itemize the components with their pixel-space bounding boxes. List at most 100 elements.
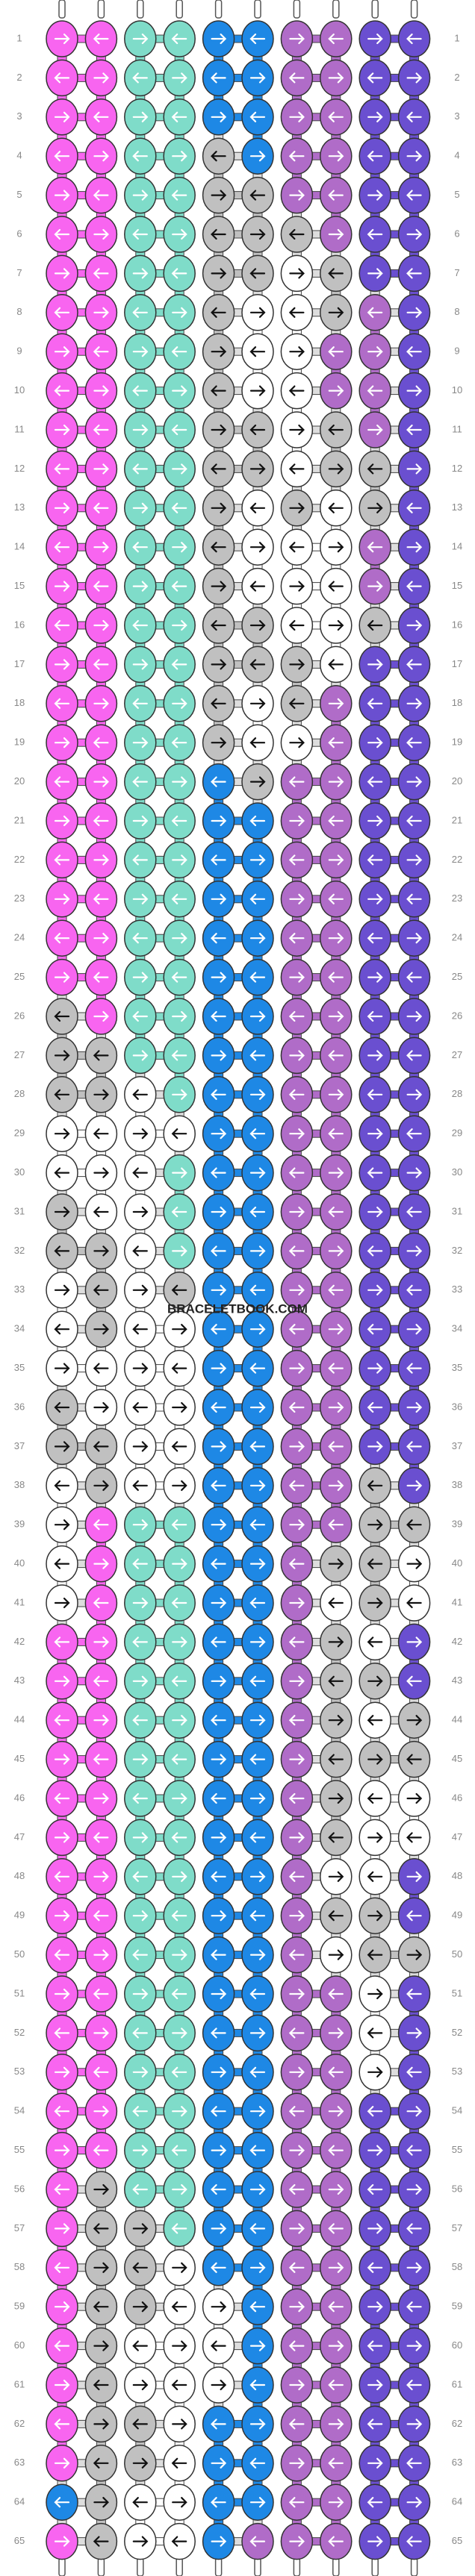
- knot-arrow: [93, 1284, 109, 1295]
- knot-arrow: [406, 1167, 423, 1178]
- knot-arrow: [367, 2223, 383, 2234]
- knot-arrow: [249, 346, 266, 357]
- knot-arrow: [171, 346, 187, 357]
- knot-arrow: [367, 737, 383, 748]
- knot-arrow: [132, 307, 148, 318]
- knot-arrow: [93, 1636, 109, 1648]
- knot-arrow: [288, 2028, 305, 2039]
- knot-arrow: [328, 2419, 344, 2430]
- knot-arrow: [367, 2497, 383, 2508]
- knot-arrow: [211, 815, 227, 827]
- knot-arrow: [367, 1675, 383, 1686]
- knot-arrow: [406, 2262, 423, 2273]
- knot-arrow: [328, 1715, 344, 1726]
- row-label: 47: [14, 1831, 25, 1842]
- row-label: 5: [454, 189, 459, 200]
- knot-arrow: [54, 854, 70, 866]
- knot-arrow: [328, 659, 344, 670]
- knot-arrow: [288, 1010, 305, 1022]
- knot-arrow: [367, 228, 383, 240]
- knot-arrow: [367, 1010, 383, 1022]
- row-label: 5: [16, 189, 22, 200]
- knot-arrow: [328, 1558, 344, 1569]
- knot-arrow: [132, 1324, 148, 1335]
- knot-arrow: [211, 542, 226, 553]
- knot-arrow: [328, 385, 344, 396]
- knot-arrow: [328, 581, 344, 592]
- knot-arrow: [406, 1480, 423, 1491]
- strand-end: [137, 0, 144, 19]
- knot-arrow: [406, 972, 422, 983]
- row-label: 13: [452, 501, 462, 513]
- row-label: 22: [452, 854, 462, 865]
- knot-arrow: [132, 385, 148, 396]
- knot-arrow: [211, 972, 227, 983]
- knot-arrow: [367, 542, 383, 553]
- knot-arrow: [54, 1089, 70, 1100]
- knot-arrow: [249, 1480, 266, 1491]
- knot-arrow: [328, 33, 344, 45]
- knot-arrow: [132, 619, 148, 631]
- knot-arrow: [288, 1558, 305, 1569]
- knot-arrow: [288, 2419, 305, 2430]
- knot-arrow: [132, 2106, 148, 2117]
- knot-arrow: [328, 737, 344, 748]
- knot-arrow: [132, 190, 149, 201]
- knot-arrow: [54, 111, 70, 122]
- knot-arrow: [289, 2379, 305, 2391]
- row-label: 43: [452, 1675, 462, 1686]
- row-label: 60: [14, 2339, 25, 2351]
- row-label: 49: [14, 1910, 25, 1921]
- knot-arrow: [328, 1480, 344, 1491]
- row-label: 41: [14, 1596, 25, 1607]
- knot-arrow: [288, 1324, 305, 1335]
- knot-arrow: [249, 1597, 266, 1609]
- knot-arrow: [406, 854, 423, 866]
- knot-arrow: [367, 1480, 383, 1491]
- knot-arrow: [288, 1245, 305, 1257]
- knot-arrow: [211, 2145, 227, 2156]
- knot-arrow: [367, 1167, 383, 1178]
- knot-arrow: [132, 268, 149, 279]
- row-label: 51: [452, 1987, 462, 1998]
- knot-arrow: [93, 619, 109, 631]
- knot-arrow: [211, 1010, 226, 1022]
- row-label: 3: [454, 110, 459, 122]
- knot-arrow: [249, 933, 266, 944]
- knot-arrow: [132, 2223, 149, 2234]
- knot-arrow: [289, 190, 305, 201]
- knot-arrow: [211, 1480, 226, 1491]
- knot-arrow: [328, 1949, 344, 1960]
- knot-arrow: [171, 1519, 187, 1531]
- knot-arrow: [288, 385, 305, 396]
- knot-arrow: [249, 72, 266, 84]
- row-label: 60: [452, 2339, 462, 2351]
- knot-arrow: [249, 542, 266, 553]
- row-label: 33: [452, 1284, 462, 1295]
- knot-arrow: [406, 346, 422, 357]
- knot-arrow: [172, 2183, 187, 2195]
- knot-arrow: [406, 2379, 422, 2391]
- knot-arrow: [367, 2066, 383, 2078]
- row-label: 10: [452, 384, 462, 396]
- knot-arrow: [406, 698, 423, 709]
- knot-arrow: [132, 502, 149, 513]
- row-label: 2: [16, 72, 22, 83]
- knot-arrow: [328, 1441, 344, 1452]
- knot-arrow: [367, 2106, 383, 2117]
- knot-arrow: [406, 1519, 422, 1531]
- knot-arrow: [132, 1871, 148, 1882]
- knot-arrow: [249, 307, 266, 318]
- strand-end: [214, 2557, 223, 2576]
- knot-arrow: [367, 1401, 383, 1413]
- knot-arrow: [406, 737, 422, 748]
- knot-arrow: [93, 815, 109, 827]
- knot-arrow: [406, 1597, 422, 1609]
- knot-arrow: [328, 307, 344, 318]
- row-label: 15: [14, 580, 25, 591]
- knot-arrow: [171, 190, 187, 201]
- row-label: 46: [452, 1792, 462, 1803]
- knot-arrow: [54, 1324, 70, 1335]
- row-label: 1: [454, 32, 459, 43]
